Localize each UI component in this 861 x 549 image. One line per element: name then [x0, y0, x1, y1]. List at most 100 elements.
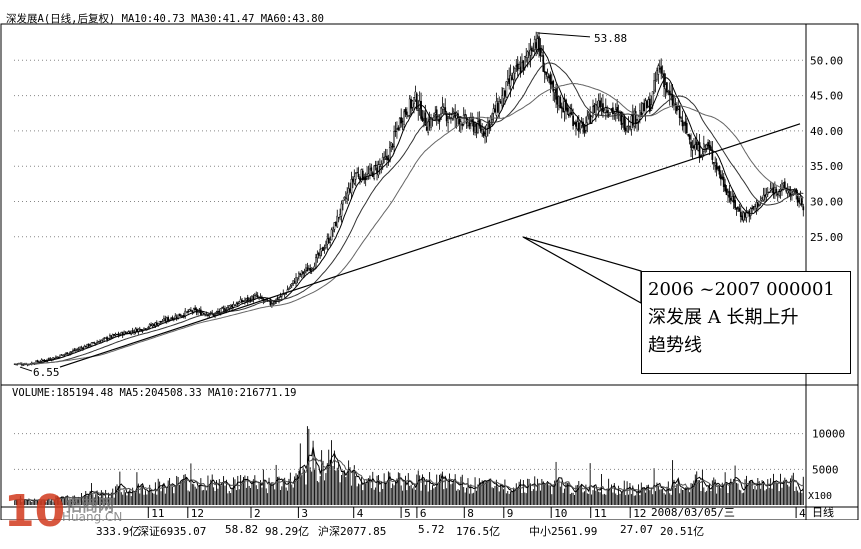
- candle-body: [468, 122, 471, 127]
- candle-body: [312, 267, 314, 270]
- candle-body: [190, 309, 192, 312]
- candle-body: [593, 105, 596, 113]
- candle-body: [647, 99, 650, 107]
- candle-body: [396, 128, 398, 130]
- candle-body: [346, 192, 349, 200]
- candle-body: [475, 123, 478, 133]
- candle-body: [543, 71, 546, 73]
- candle-body: [296, 277, 299, 280]
- candle-body: [120, 332, 123, 335]
- candle-body: [292, 280, 295, 284]
- candle-body: [512, 72, 515, 80]
- high-value-label: 53.88: [594, 32, 627, 45]
- candle-body: [594, 104, 597, 116]
- candle-body: [731, 196, 734, 201]
- candle-body: [545, 71, 547, 75]
- candle-body: [290, 283, 293, 286]
- candle-body: [484, 132, 486, 135]
- hushen-index[interactable]: 沪深2077.85: [318, 525, 387, 538]
- candle-body: [621, 116, 624, 124]
- candle-body: [525, 55, 528, 58]
- candle-body: [586, 115, 589, 124]
- candle-body: [218, 310, 221, 313]
- trendline-callout: 2006 ~2007 000001 深发展 A 长期上升 趋势线: [641, 271, 851, 374]
- month-label: 11: [151, 507, 164, 520]
- chart-title: 深发展A(日线,后复权): [6, 13, 116, 25]
- candle-body: [89, 345, 91, 347]
- candle-body: [562, 107, 565, 113]
- candle-body: [410, 99, 412, 109]
- shenzhen-index[interactable]: 深证6935.07: [138, 525, 207, 538]
- candle-body: [66, 352, 69, 355]
- price-gridlines: [14, 59, 804, 238]
- zhongxiao-index[interactable]: 中小2561.99: [529, 525, 598, 538]
- candle-body: [417, 109, 420, 112]
- candle-body: [674, 103, 677, 106]
- candle-body: [729, 197, 732, 201]
- candle-body: [646, 101, 648, 109]
- candle-body: [116, 333, 118, 336]
- candle-body: [482, 131, 485, 136]
- candle-body: [678, 105, 681, 118]
- candle-body: [515, 65, 518, 67]
- candle-body: [56, 356, 59, 358]
- candle-body: [343, 197, 346, 200]
- candle-body: [467, 121, 469, 127]
- candle-body: [702, 143, 705, 152]
- candle-body: [609, 112, 611, 115]
- candle-body: [802, 206, 805, 211]
- candle-body: [671, 94, 674, 106]
- candle-body: [664, 84, 667, 90]
- candle-body: [687, 134, 690, 136]
- candle-body: [101, 338, 104, 341]
- candle-body: [241, 300, 243, 303]
- candle-body: [199, 309, 202, 315]
- candle-body: [474, 126, 476, 134]
- month-label: 4: [799, 507, 806, 520]
- candle-body: [603, 109, 606, 114]
- candle-body: [597, 100, 600, 108]
- candle-body: [347, 188, 350, 196]
- candle-body: [654, 80, 657, 83]
- candle-body: [580, 122, 583, 126]
- candle-body: [741, 215, 744, 220]
- candle-body: [245, 298, 248, 301]
- candle-body: [307, 268, 310, 271]
- candle-body: [570, 112, 573, 115]
- candle-body: [668, 90, 671, 96]
- candle-body: [766, 192, 769, 195]
- candle-body: [533, 38, 536, 51]
- candle-body: [239, 299, 242, 303]
- candle-body: [329, 239, 331, 243]
- candle-body: [310, 268, 313, 270]
- candle-body: [342, 199, 344, 205]
- candle-body: [317, 252, 320, 256]
- candle-body: [293, 280, 296, 284]
- candle-body: [488, 120, 491, 128]
- candle-body: [643, 102, 646, 111]
- candle-body: [521, 62, 523, 72]
- candle-body: [640, 111, 643, 116]
- candle-body: [532, 50, 535, 52]
- candle-body: [350, 179, 353, 194]
- candle-body: [322, 247, 324, 251]
- candle-body: [408, 98, 411, 116]
- candle-body: [450, 117, 452, 120]
- candle-body: [325, 244, 327, 248]
- ma10-line: [14, 48, 804, 365]
- month-label: 9: [507, 507, 514, 520]
- candle-body: [106, 337, 108, 340]
- candle-body: [604, 107, 607, 113]
- candle-body: [732, 195, 735, 203]
- candle-body: [602, 103, 604, 112]
- index-status-bar: 333.9亿 深证6935.07 58.82 98.29亿 沪深2077.85 …: [0, 520, 861, 545]
- candle-body: [423, 110, 425, 119]
- candle-body: [394, 130, 397, 133]
- candle-body: [194, 307, 197, 311]
- candle-body: [677, 106, 680, 110]
- chart-annotations: 53.88 6.55: [19, 32, 627, 379]
- candle-body: [273, 301, 276, 305]
- candle-body: [137, 328, 140, 333]
- candle-body: [563, 101, 566, 112]
